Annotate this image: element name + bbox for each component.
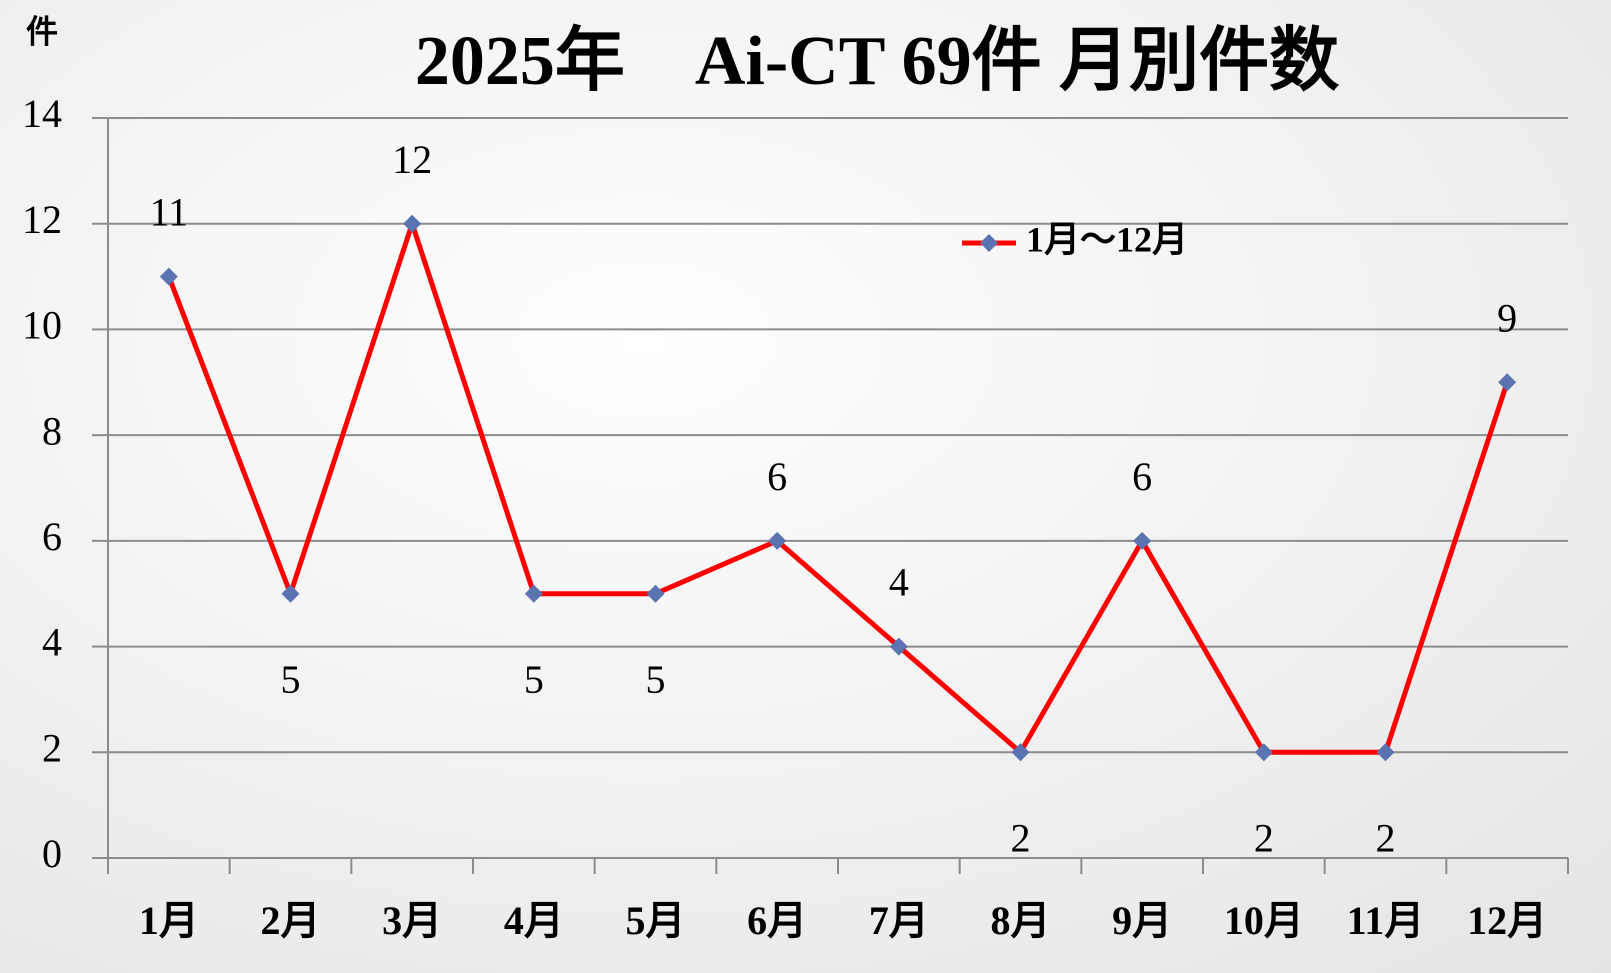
marker xyxy=(524,584,543,603)
series-line xyxy=(166,215,1510,757)
x-tick-label: 10月 xyxy=(1224,898,1304,943)
y-tick-label: 4 xyxy=(42,620,62,665)
x-tick-label: 4月 xyxy=(504,898,564,943)
data-label: 2 xyxy=(1254,815,1274,860)
x-tick-label: 2月 xyxy=(261,898,321,943)
marker xyxy=(1011,743,1030,762)
data-label: 9 xyxy=(1497,295,1517,340)
x-tick-label: 11月 xyxy=(1347,898,1425,943)
x-tick-label: 3月 xyxy=(382,898,442,943)
data-label: 5 xyxy=(524,657,544,702)
data-label: 12 xyxy=(392,137,432,182)
x-tick-label: 5月 xyxy=(626,898,686,943)
y-axis-label: 件 xyxy=(26,13,58,49)
marker xyxy=(1133,531,1152,550)
marker xyxy=(1498,373,1517,392)
y-tick-label: 2 xyxy=(42,725,62,770)
marker xyxy=(646,584,665,603)
data-label: 11 xyxy=(150,190,189,235)
y-tick-label: 14 xyxy=(22,91,62,136)
y-tick-label: 6 xyxy=(42,514,62,559)
data-label: 2 xyxy=(1011,815,1031,860)
marker xyxy=(1376,743,1395,762)
x-tick-label: 12月 xyxy=(1467,898,1547,943)
x-tick-label: 6月 xyxy=(747,898,807,943)
x-tick-label: 7月 xyxy=(869,898,929,943)
y-tick-label: 12 xyxy=(22,197,62,242)
marker xyxy=(1254,743,1273,762)
marker xyxy=(281,584,300,603)
x-tick-label: 1月 xyxy=(139,898,199,943)
y-tick-label: 0 xyxy=(42,831,62,876)
data-label: 6 xyxy=(767,454,787,499)
x-tick-label: 8月 xyxy=(991,898,1051,943)
marker xyxy=(889,637,908,656)
marker xyxy=(403,214,422,233)
y-tick-label: 10 xyxy=(22,303,62,348)
data-label: 2 xyxy=(1376,815,1396,860)
data-label: 5 xyxy=(281,657,301,702)
data-label: 5 xyxy=(646,657,666,702)
legend-label: 1月～12月 xyxy=(1026,219,1188,259)
legend-marker xyxy=(980,234,998,252)
data-label: 6 xyxy=(1132,454,1152,499)
marker xyxy=(159,267,178,286)
chart-title: 2025年 Ai-CT 69件 月別件数 xyxy=(415,22,1339,100)
y-tick-label: 8 xyxy=(42,408,62,453)
data-label: 4 xyxy=(889,560,909,605)
x-tick-label: 9月 xyxy=(1112,898,1172,943)
marker xyxy=(768,531,787,550)
